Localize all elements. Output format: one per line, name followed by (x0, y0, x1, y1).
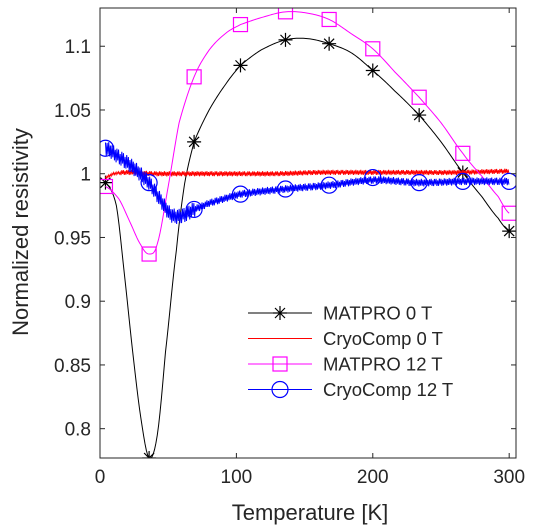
y-tick-label-1.05: 1.05 (54, 101, 91, 122)
series-3-point-9 (455, 145, 471, 161)
series-4-point-2 (140, 174, 158, 192)
series-4-point-4 (231, 185, 250, 203)
legend-marker-3 (272, 356, 288, 372)
series-3-point-10 (501, 205, 516, 221)
series-4-point-1 (100, 139, 115, 157)
series-4-point-10 (500, 172, 516, 190)
series-line-3 (105, 11, 510, 255)
y-tick-label-0.9: 0.9 (65, 292, 91, 313)
legend-marker-4 (271, 380, 289, 399)
series-1-point-4 (233, 58, 248, 73)
y-tick-label-1.1: 1.1 (65, 37, 91, 58)
series-3-point-3 (186, 69, 202, 85)
axes-frame (99, 7, 517, 459)
series-1-point-7 (365, 63, 380, 78)
series-1-point-8 (412, 108, 427, 123)
axes: 0 100 200 300 0.8 0.85 0.9 0.95 1 1.05 1.1 (54, 7, 525, 488)
series-3-point-4 (232, 16, 249, 33)
series-3-point-8 (411, 89, 427, 105)
y-tick-label-0.8: 0.8 (65, 420, 91, 441)
series-3-point-1 (100, 178, 114, 195)
series-line-4 (104, 142, 510, 225)
series-1-point-10 (502, 224, 516, 239)
series-3-point-5 (277, 8, 294, 20)
series-3-point-6 (321, 11, 337, 28)
x-axis-label: Temperature [K] (232, 500, 389, 525)
legend: MATPRO 0 T CryoComp 0 T MATPRO 12 T CryoCom… (246, 298, 510, 428)
series-4-point-9 (454, 172, 472, 190)
series-1-point-3 (187, 134, 202, 149)
series-line-2 (104, 168, 510, 181)
y-tick-label-0.85: 0.85 (54, 356, 91, 377)
x-tick-label-200: 200 (357, 467, 389, 488)
series-3-point-7 (365, 41, 381, 57)
series-4-point-7 (364, 168, 382, 187)
legend-marker-1 (273, 306, 287, 320)
series-4-point-3 (185, 200, 203, 219)
x-tick-label-0: 0 (95, 467, 106, 488)
series-1-point-5 (278, 32, 293, 47)
y-axis-label: Normalized resistivity (8, 128, 33, 336)
legend-label-2: CryoComp 0 T (323, 328, 443, 349)
series-1-point-1 (100, 175, 113, 190)
plot-area (100, 8, 516, 458)
y-tick-label-1: 1 (80, 165, 91, 186)
series-1-point-6 (322, 36, 337, 51)
x-tick-label-300: 300 (493, 467, 525, 488)
series-4-point-8 (410, 174, 428, 192)
series-3-point-2 (141, 246, 157, 262)
legend-label-3: MATPRO 12 T (323, 354, 443, 375)
series-4-point-6 (320, 176, 338, 194)
series-group (100, 8, 516, 458)
x-tick-label-100: 100 (221, 467, 253, 488)
series-line-1 (105, 37, 510, 458)
legend-box (246, 298, 510, 428)
series-4-point-5 (276, 180, 295, 198)
legend-label-4: CryoComp 12 T (323, 379, 453, 400)
y-tick-label-0.95: 0.95 (54, 228, 91, 249)
legend-label-1: MATPRO 0 T (323, 303, 432, 324)
